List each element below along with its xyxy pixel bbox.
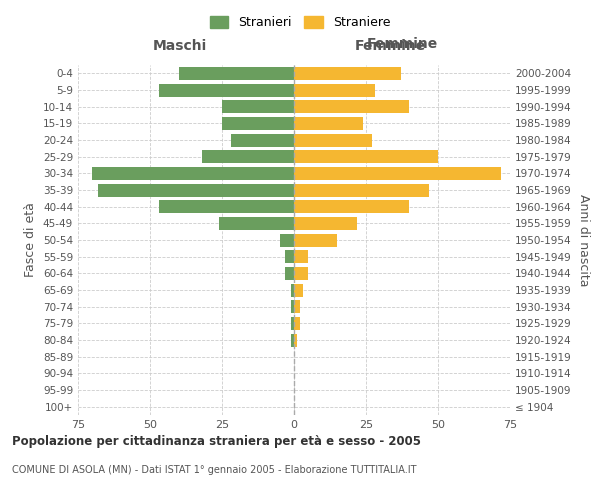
Bar [286, 250, 294, 263]
Bar [222, 100, 294, 113]
Bar [179, 67, 294, 80]
Bar [158, 200, 294, 213]
Bar [222, 117, 294, 130]
Bar [291, 300, 294, 313]
Bar [230, 134, 294, 146]
Text: Popolazione per cittadinanza straniera per età e sesso - 2005: Popolazione per cittadinanza straniera p… [12, 435, 421, 448]
Bar [294, 200, 409, 213]
Bar [294, 217, 358, 230]
Text: Femmine: Femmine [355, 38, 425, 52]
Text: Maschi: Maschi [153, 38, 207, 52]
Bar [98, 184, 294, 196]
Bar [294, 184, 430, 196]
Bar [219, 217, 294, 230]
Bar [280, 234, 294, 246]
Bar [294, 67, 401, 80]
Bar [291, 317, 294, 330]
Bar [291, 284, 294, 296]
Bar [294, 150, 438, 163]
Bar [294, 334, 297, 346]
Y-axis label: Anni di nascita: Anni di nascita [577, 194, 590, 286]
Bar [294, 317, 300, 330]
Legend: Stranieri, Straniere: Stranieri, Straniere [205, 11, 395, 34]
Bar [286, 267, 294, 280]
Bar [294, 100, 409, 113]
Text: Femmine: Femmine [367, 37, 437, 51]
Bar [92, 167, 294, 180]
Bar [294, 134, 372, 146]
Bar [294, 267, 308, 280]
Bar [294, 300, 300, 313]
Bar [294, 117, 363, 130]
Bar [294, 234, 337, 246]
Bar [294, 84, 374, 96]
Bar [202, 150, 294, 163]
Bar [158, 84, 294, 96]
Y-axis label: Fasce di età: Fasce di età [25, 202, 37, 278]
Bar [294, 250, 308, 263]
Text: COMUNE DI ASOLA (MN) - Dati ISTAT 1° gennaio 2005 - Elaborazione TUTTITALIA.IT: COMUNE DI ASOLA (MN) - Dati ISTAT 1° gen… [12, 465, 416, 475]
Bar [294, 167, 502, 180]
Bar [294, 284, 302, 296]
Bar [291, 334, 294, 346]
